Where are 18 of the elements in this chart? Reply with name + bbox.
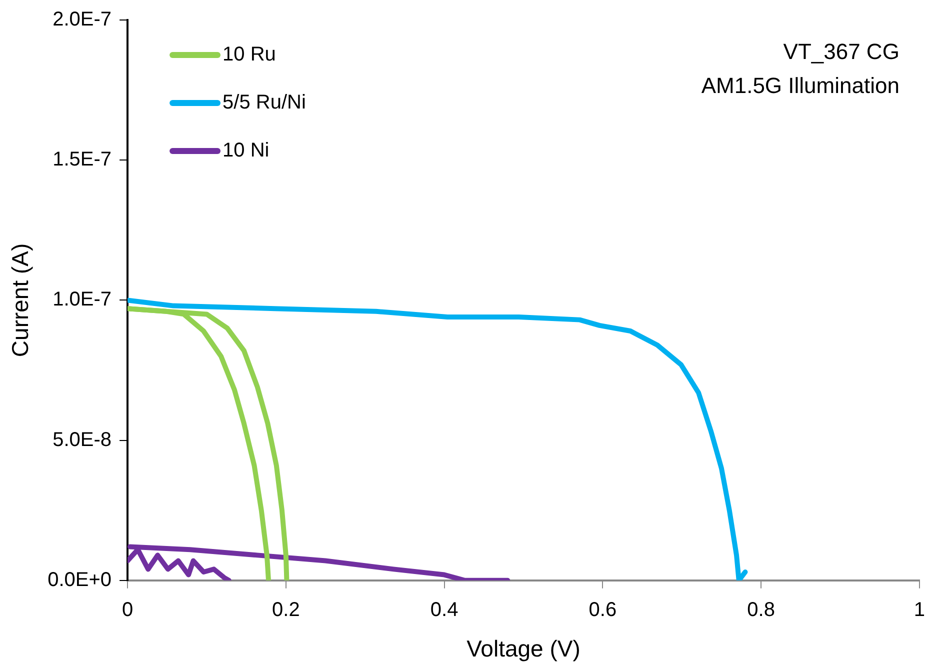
x-tick-label: 0.2 (272, 598, 300, 621)
legend-label: 10 Ru (222, 44, 276, 66)
legend-label: 10 Ni (222, 140, 270, 162)
y-tick-label: 1.0E-7 (52, 288, 112, 311)
y-tick-label: 2.0E-7 (52, 8, 112, 31)
annotation: AM1.5G Illumination (701, 73, 900, 98)
x-tick-label: 1 (914, 598, 925, 621)
annotation: VT_367 CG (783, 39, 900, 64)
x-tick-label: 0.6 (588, 598, 617, 621)
x-tick-label: 0 (122, 598, 134, 621)
y-tick-label: 5.0E-8 (52, 428, 112, 451)
legend-label: 5/5 Ru/Ni (222, 92, 306, 114)
x-axis-title: Voltage (V) (466, 636, 580, 662)
y-axis-title: Current (A) (7, 243, 34, 358)
y-tick-label: 1.5E-7 (52, 148, 112, 171)
x-tick-label: 0.4 (430, 598, 458, 621)
x-tick-label: 0.8 (747, 598, 775, 621)
y-tick-label: 0.0E+0 (48, 568, 112, 591)
